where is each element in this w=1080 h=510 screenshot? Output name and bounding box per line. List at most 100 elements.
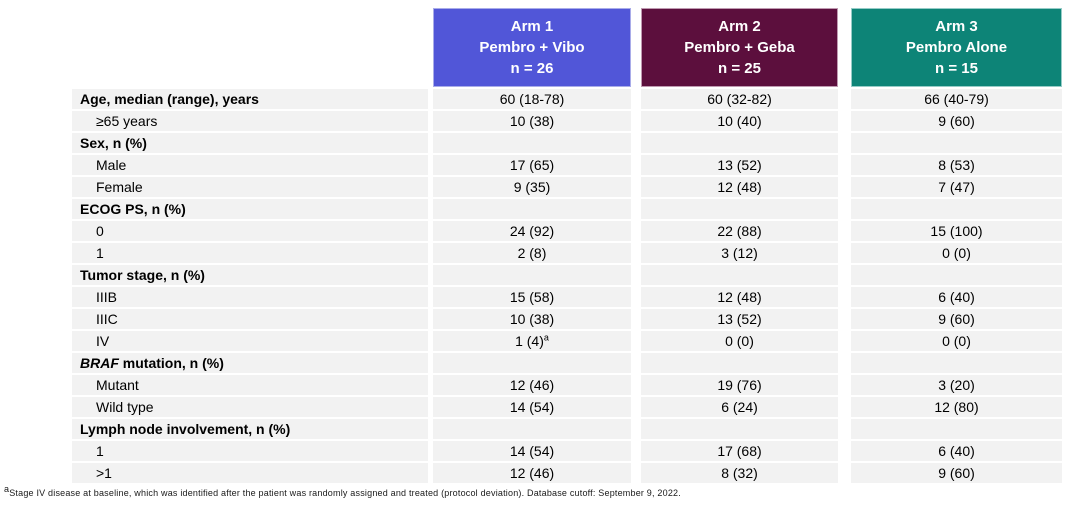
row-label: 1 bbox=[72, 441, 428, 461]
data-cell-arm3: 15 (100) bbox=[851, 221, 1062, 241]
row-label: Lymph node involvement, n (%) bbox=[72, 419, 428, 439]
data-cell-arm3: 6 (40) bbox=[851, 287, 1062, 307]
row-label: Sex, n (%) bbox=[72, 133, 428, 153]
arm-3-header: Arm 3 Pembro Alone n = 15 bbox=[851, 8, 1062, 87]
data-cell-arm1: 10 (38) bbox=[433, 309, 631, 329]
data-cell-arm2: 60 (32-82) bbox=[641, 89, 838, 109]
data-cell-arm3 bbox=[851, 265, 1062, 285]
row-label: IIIB bbox=[72, 287, 428, 307]
data-cell-arm1 bbox=[433, 133, 631, 153]
data-cell-arm1 bbox=[433, 419, 631, 439]
arm-2-n: n = 25 bbox=[718, 60, 761, 77]
data-cell-arm1 bbox=[433, 353, 631, 373]
data-cell-arm3: 8 (53) bbox=[851, 155, 1062, 175]
data-cell-arm1: 17 (65) bbox=[433, 155, 631, 175]
data-cell-arm2: 13 (52) bbox=[641, 155, 838, 175]
baseline-characteristics-table: Arm 1 Pembro + Vibo n = 26 Arm 2 Pembro … bbox=[72, 8, 1062, 485]
data-cell-arm1: 12 (46) bbox=[433, 463, 631, 483]
data-cell-arm1: 12 (46) bbox=[433, 375, 631, 395]
data-cell-arm2: 0 (0) bbox=[641, 331, 838, 351]
row-label: ≥65 years bbox=[72, 111, 428, 131]
data-cell-arm1: 2 (8) bbox=[433, 243, 631, 263]
arm-3-title: Arm 3 bbox=[935, 18, 978, 35]
table-row: 1 14 (54) 17 (68) 6 (40) bbox=[72, 441, 1062, 461]
data-cell-arm3: 9 (60) bbox=[851, 309, 1062, 329]
row-label: Female bbox=[72, 177, 428, 197]
data-cell-arm3 bbox=[851, 353, 1062, 373]
data-cell-arm3 bbox=[851, 199, 1062, 219]
data-cell-arm1: 24 (92) bbox=[433, 221, 631, 241]
data-cell-arm2: 17 (68) bbox=[641, 441, 838, 461]
table-row: Lymph node involvement, n (%) bbox=[72, 419, 1062, 439]
data-cell-arm1: 60 (18-78) bbox=[433, 89, 631, 109]
data-cell-arm1: 14 (54) bbox=[433, 397, 631, 417]
table-row: IIIC 10 (38) 13 (52) 9 (60) bbox=[72, 309, 1062, 329]
data-cell-arm2: 10 (40) bbox=[641, 111, 838, 131]
row-label-gene: BRAF bbox=[80, 355, 119, 371]
data-cell-arm3: 9 (60) bbox=[851, 463, 1062, 483]
arm-3-treatment: Pembro Alone bbox=[905, 39, 1008, 56]
footnote-text: Stage IV disease at baseline, which was … bbox=[9, 488, 681, 498]
row-label: Age, median (range), years bbox=[72, 89, 428, 109]
data-cell-arm2: 6 (24) bbox=[641, 397, 838, 417]
table-row: ≥65 years 10 (38) 10 (40) 9 (60) bbox=[72, 111, 1062, 131]
data-cell-arm1: 14 (54) bbox=[433, 441, 631, 461]
data-cell-arm3: 12 (80) bbox=[851, 397, 1062, 417]
table-row: >1 12 (46) 8 (32) 9 (60) bbox=[72, 463, 1062, 483]
table-row: BRAF mutation, n (%) bbox=[72, 353, 1062, 373]
row-label: Wild type bbox=[72, 397, 428, 417]
arm-3-n: n = 15 bbox=[935, 60, 978, 77]
data-cell-arm3: 0 (0) bbox=[851, 243, 1062, 263]
table-row: Age, median (range), years 60 (18-78) 60… bbox=[72, 89, 1062, 109]
table-row: 0 24 (92) 22 (88) 15 (100) bbox=[72, 221, 1062, 241]
arm-1-title: Arm 1 bbox=[510, 18, 554, 35]
data-cell-value: 1 (4) bbox=[515, 333, 544, 349]
row-label: 0 bbox=[72, 221, 428, 241]
data-cell-arm3: 3 (20) bbox=[851, 375, 1062, 395]
row-label: BRAF mutation, n (%) bbox=[72, 353, 428, 373]
data-cell-arm3: 0 (0) bbox=[851, 331, 1062, 351]
footnote: aStage IV disease at baseline, which was… bbox=[4, 485, 681, 499]
data-cell-arm2: 19 (76) bbox=[641, 375, 838, 395]
arm-2-title: Arm 2 bbox=[718, 18, 761, 35]
data-cell-arm3: 66 (40-79) bbox=[851, 89, 1062, 109]
table-row: IIIB 15 (58) 12 (48) 6 (40) bbox=[72, 287, 1062, 307]
row-label: >1 bbox=[72, 463, 428, 483]
data-cell-arm3: 6 (40) bbox=[851, 441, 1062, 461]
data-cell-arm2: 3 (12) bbox=[641, 243, 838, 263]
table-row: Female 9 (35) 12 (48) 7 (47) bbox=[72, 177, 1062, 197]
table-header-row: Arm 1 Pembro + Vibo n = 26 Arm 2 Pembro … bbox=[433, 8, 1062, 87]
data-cell-arm2: 22 (88) bbox=[641, 221, 838, 241]
data-cell-arm3: 9 (60) bbox=[851, 111, 1062, 131]
data-cell-arm1 bbox=[433, 265, 631, 285]
footnote-marker: a bbox=[4, 484, 10, 494]
table-row: Mutant 12 (46) 19 (76) 3 (20) bbox=[72, 375, 1062, 395]
row-label: IV bbox=[72, 331, 428, 351]
data-cell-arm3: 7 (47) bbox=[851, 177, 1062, 197]
table-row: Wild type 14 (54) 6 (24) 12 (80) bbox=[72, 397, 1062, 417]
data-cell-arm2 bbox=[641, 353, 838, 373]
data-cell-arm2: 8 (32) bbox=[641, 463, 838, 483]
row-label: Male bbox=[72, 155, 428, 175]
arm-1-header: Arm 1 Pembro + Vibo n = 26 bbox=[433, 8, 631, 87]
data-cell-arm1: 9 (35) bbox=[433, 177, 631, 197]
table-body: Age, median (range), years 60 (18-78) 60… bbox=[72, 89, 1062, 483]
row-label: Mutant bbox=[72, 375, 428, 395]
row-label: IIIC bbox=[72, 309, 428, 329]
row-label: 1 bbox=[72, 243, 428, 263]
arm-1-treatment: Pembro + Vibo bbox=[479, 39, 585, 56]
data-cell-arm1: 1 (4)a bbox=[433, 331, 631, 351]
arm-2-treatment: Pembro + Geba bbox=[684, 39, 795, 56]
data-cell-arm2 bbox=[641, 133, 838, 153]
row-label-rest: mutation, n (%) bbox=[118, 355, 224, 371]
row-label: Tumor stage, n (%) bbox=[72, 265, 428, 285]
table-row: Male 17 (65) 13 (52) 8 (53) bbox=[72, 155, 1062, 175]
arm-1-n: n = 26 bbox=[510, 60, 554, 77]
data-cell-arm2 bbox=[641, 199, 838, 219]
table-row: IV 1 (4)a 0 (0) 0 (0) bbox=[72, 331, 1062, 351]
data-cell-arm1 bbox=[433, 199, 631, 219]
data-cell-arm2: 12 (48) bbox=[641, 177, 838, 197]
data-cell-arm3 bbox=[851, 419, 1062, 439]
data-cell-arm2 bbox=[641, 265, 838, 285]
data-cell-arm2: 13 (52) bbox=[641, 309, 838, 329]
